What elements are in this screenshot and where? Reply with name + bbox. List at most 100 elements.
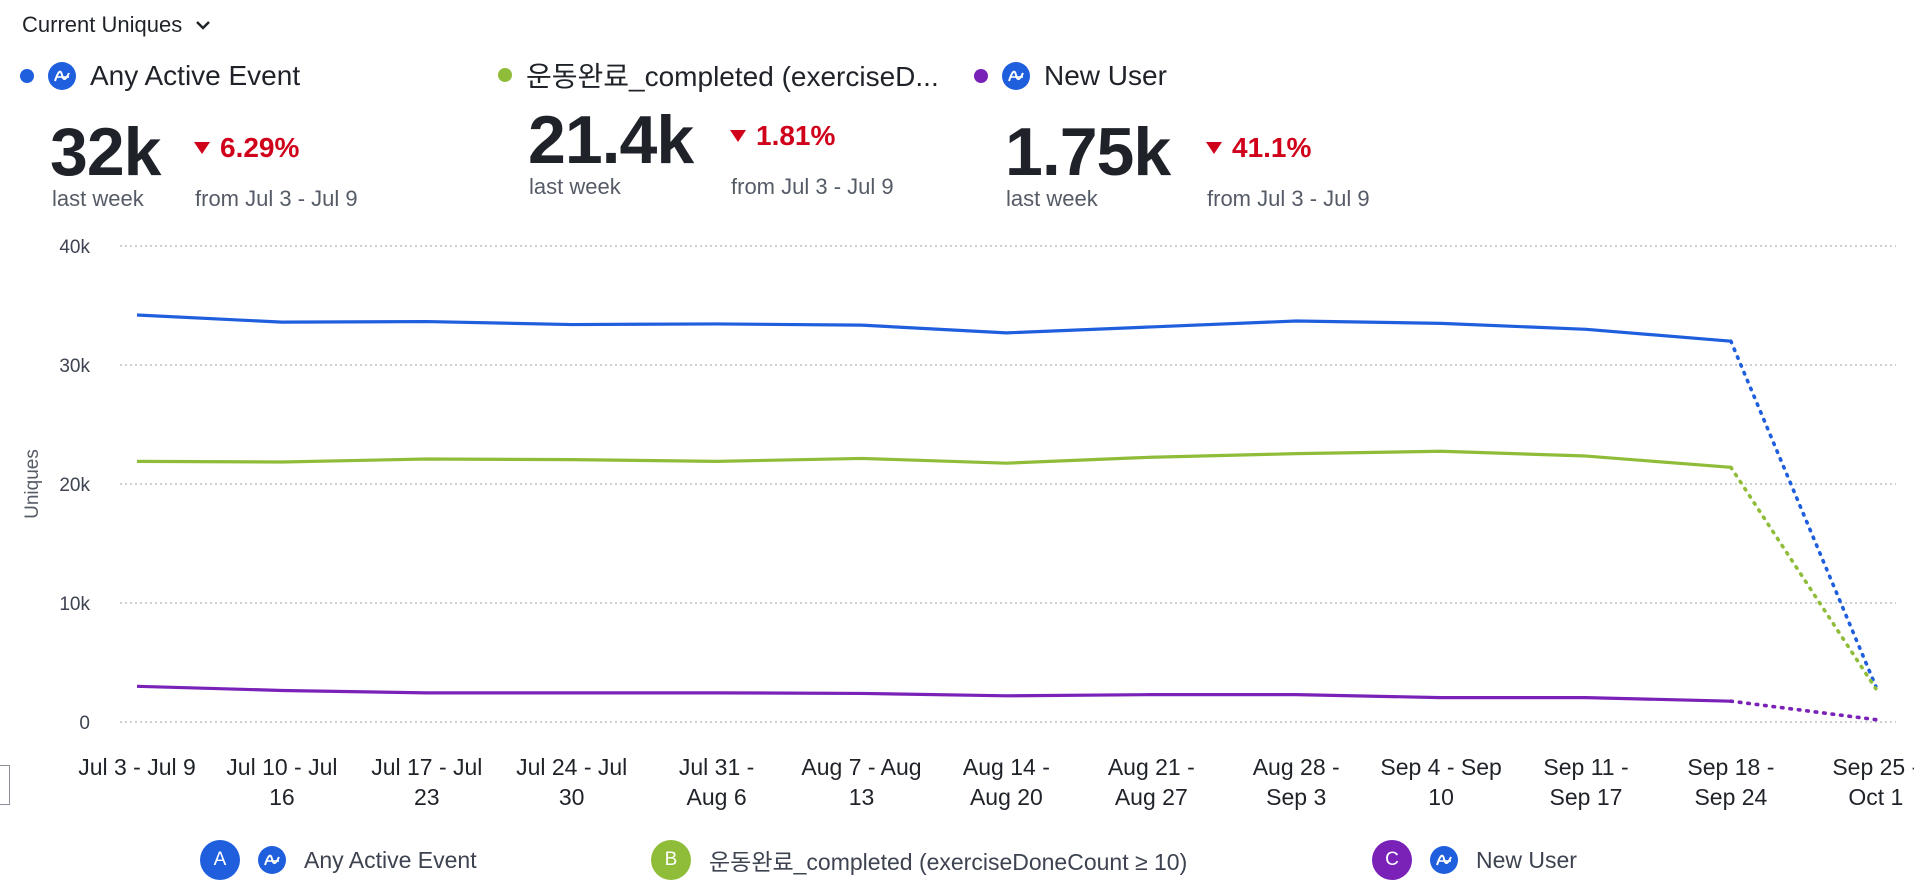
card-compare: from Jul 3 - Jul 9 xyxy=(195,186,358,211)
y-tick-label: 20k xyxy=(59,475,90,496)
legend-item-exercise-completed[interactable]: B 운동완료_completed (exerciseDoneCount ≥ 10… xyxy=(651,840,1187,880)
series-line-a xyxy=(136,313,1732,343)
data-point xyxy=(1294,693,1298,697)
data-point xyxy=(1439,449,1443,453)
summary-card-exercise-completed: 운동완료_completed (exerciseD... xyxy=(498,55,939,95)
x-tick-label: Aug 21 -Aug 27 xyxy=(1108,754,1195,810)
card-delta-value: 41.1% xyxy=(1232,132,1312,163)
series-badge: B xyxy=(651,840,691,880)
data-point xyxy=(280,460,284,464)
metric-selector[interactable]: Current Uniques xyxy=(22,10,214,40)
card-compare: from Jul 3 - Jul 9 xyxy=(731,174,894,199)
metric-selector-label: Current Uniques xyxy=(22,12,183,37)
x-tick-label: Sep 18 -Sep 24 xyxy=(1687,754,1774,810)
amplitude-icon xyxy=(1430,846,1458,874)
card-event-name: 운동완료_completed (exerciseD... xyxy=(526,61,939,92)
data-point xyxy=(425,457,429,461)
data-point xyxy=(1149,693,1153,697)
summary-card-new-user: New User xyxy=(974,60,1167,92)
data-point xyxy=(1149,455,1153,459)
data-point xyxy=(1294,319,1298,323)
data-point xyxy=(715,459,719,463)
data-point xyxy=(1004,331,1008,335)
card-event-name: Any Active Event xyxy=(90,60,301,91)
series-color-dot xyxy=(498,68,512,82)
series-incomplete-a xyxy=(1729,339,1878,689)
y-tick-label: 30k xyxy=(59,356,90,377)
data-point xyxy=(135,313,139,317)
series-color-dot xyxy=(974,69,988,83)
card-value: 21.4k xyxy=(528,102,694,178)
series-incomplete-c xyxy=(1729,699,1878,722)
data-point xyxy=(570,323,574,327)
series-color-dot xyxy=(20,69,34,83)
legend-label: Any Active Event xyxy=(304,846,477,873)
card-period: last week xyxy=(529,174,621,199)
data-point xyxy=(1729,339,1733,343)
card-delta-value: 1.81% xyxy=(756,120,836,151)
card-delta: 6.29% xyxy=(194,132,299,164)
chevron-down-icon xyxy=(196,21,211,30)
series-badge: A xyxy=(200,840,240,880)
card-value: 32k xyxy=(50,114,161,190)
summary-card-any-active-event: Any Active Event xyxy=(20,60,300,92)
x-tick-label: Aug 14 -Aug 20 xyxy=(963,754,1050,810)
x-tick-label: Jul 17 - Jul 23 xyxy=(371,754,482,810)
triangle-down-icon xyxy=(730,130,746,142)
data-point xyxy=(425,691,429,695)
card-period: last week xyxy=(1006,186,1098,211)
card-compare: from Jul 3 - Jul 9 xyxy=(1207,186,1370,211)
series-line-b xyxy=(136,449,1732,469)
legend-label: 운동완료_completed (exerciseDoneCount ≥ 10) xyxy=(709,849,1188,875)
data-point xyxy=(1004,694,1008,698)
data-point xyxy=(1729,465,1733,469)
panel-edge-handle[interactable] xyxy=(0,765,10,805)
data-point xyxy=(135,459,139,463)
card-delta: 41.1% xyxy=(1206,132,1311,164)
data-point xyxy=(1874,687,1878,691)
amplitude-icon xyxy=(1002,62,1030,90)
y-tick-label: 10k xyxy=(59,594,90,615)
data-point xyxy=(860,456,864,460)
data-point xyxy=(715,322,719,326)
amplitude-icon xyxy=(48,62,76,90)
series-incomplete-b xyxy=(1729,465,1878,691)
legend-item-new-user[interactable]: C New User xyxy=(1372,840,1577,880)
legend-label: New User xyxy=(1476,846,1577,873)
amplitude-icon xyxy=(258,846,286,874)
data-point xyxy=(860,691,864,695)
triangle-down-icon xyxy=(1206,142,1222,154)
data-point xyxy=(860,323,864,327)
data-point xyxy=(1294,452,1298,456)
data-point xyxy=(1439,696,1443,700)
card-period: last week xyxy=(52,186,144,211)
y-tick-label: 40k xyxy=(59,237,90,258)
data-point xyxy=(135,684,139,688)
triangle-down-icon xyxy=(194,142,210,154)
x-tick-label: Jul 3 - Jul 9 xyxy=(78,754,196,780)
y-axis-label: Uniques xyxy=(22,449,43,519)
x-tick-label: Jul 31 -Aug 6 xyxy=(679,754,754,810)
x-tick-label: Jul 24 - Jul 30 xyxy=(516,754,627,810)
card-delta-value: 6.29% xyxy=(220,132,300,163)
x-tick-label: Sep 25 -Oct 1 xyxy=(1832,754,1914,810)
series-badge: C xyxy=(1372,840,1412,880)
x-tick-label: Sep 4 - Sep 10 xyxy=(1380,754,1501,810)
data-point xyxy=(1439,321,1443,325)
x-tick-label: Aug 7 - Aug 13 xyxy=(801,754,921,810)
data-point xyxy=(570,691,574,695)
data-point xyxy=(570,458,574,462)
legend-item-any-active-event[interactable]: A Any Active Event xyxy=(200,840,477,880)
data-point xyxy=(1584,696,1588,700)
x-tick-label: Sep 11 -Sep 17 xyxy=(1543,754,1628,810)
line-chart: 0 10k 20k 30k 40k Uniques Jul 3 - Jul 9 Jul 10 … xyxy=(22,237,1914,810)
card-delta: 1.81% xyxy=(730,120,835,152)
data-point xyxy=(280,688,284,692)
series-line-c xyxy=(136,684,1731,703)
data-point xyxy=(715,691,719,695)
data-point xyxy=(425,320,429,324)
x-tick-label: Aug 28 -Sep 3 xyxy=(1253,754,1340,810)
data-point xyxy=(1729,699,1733,703)
data-point xyxy=(280,320,284,324)
x-tick-label: Jul 10 - Jul 16 xyxy=(226,754,337,810)
